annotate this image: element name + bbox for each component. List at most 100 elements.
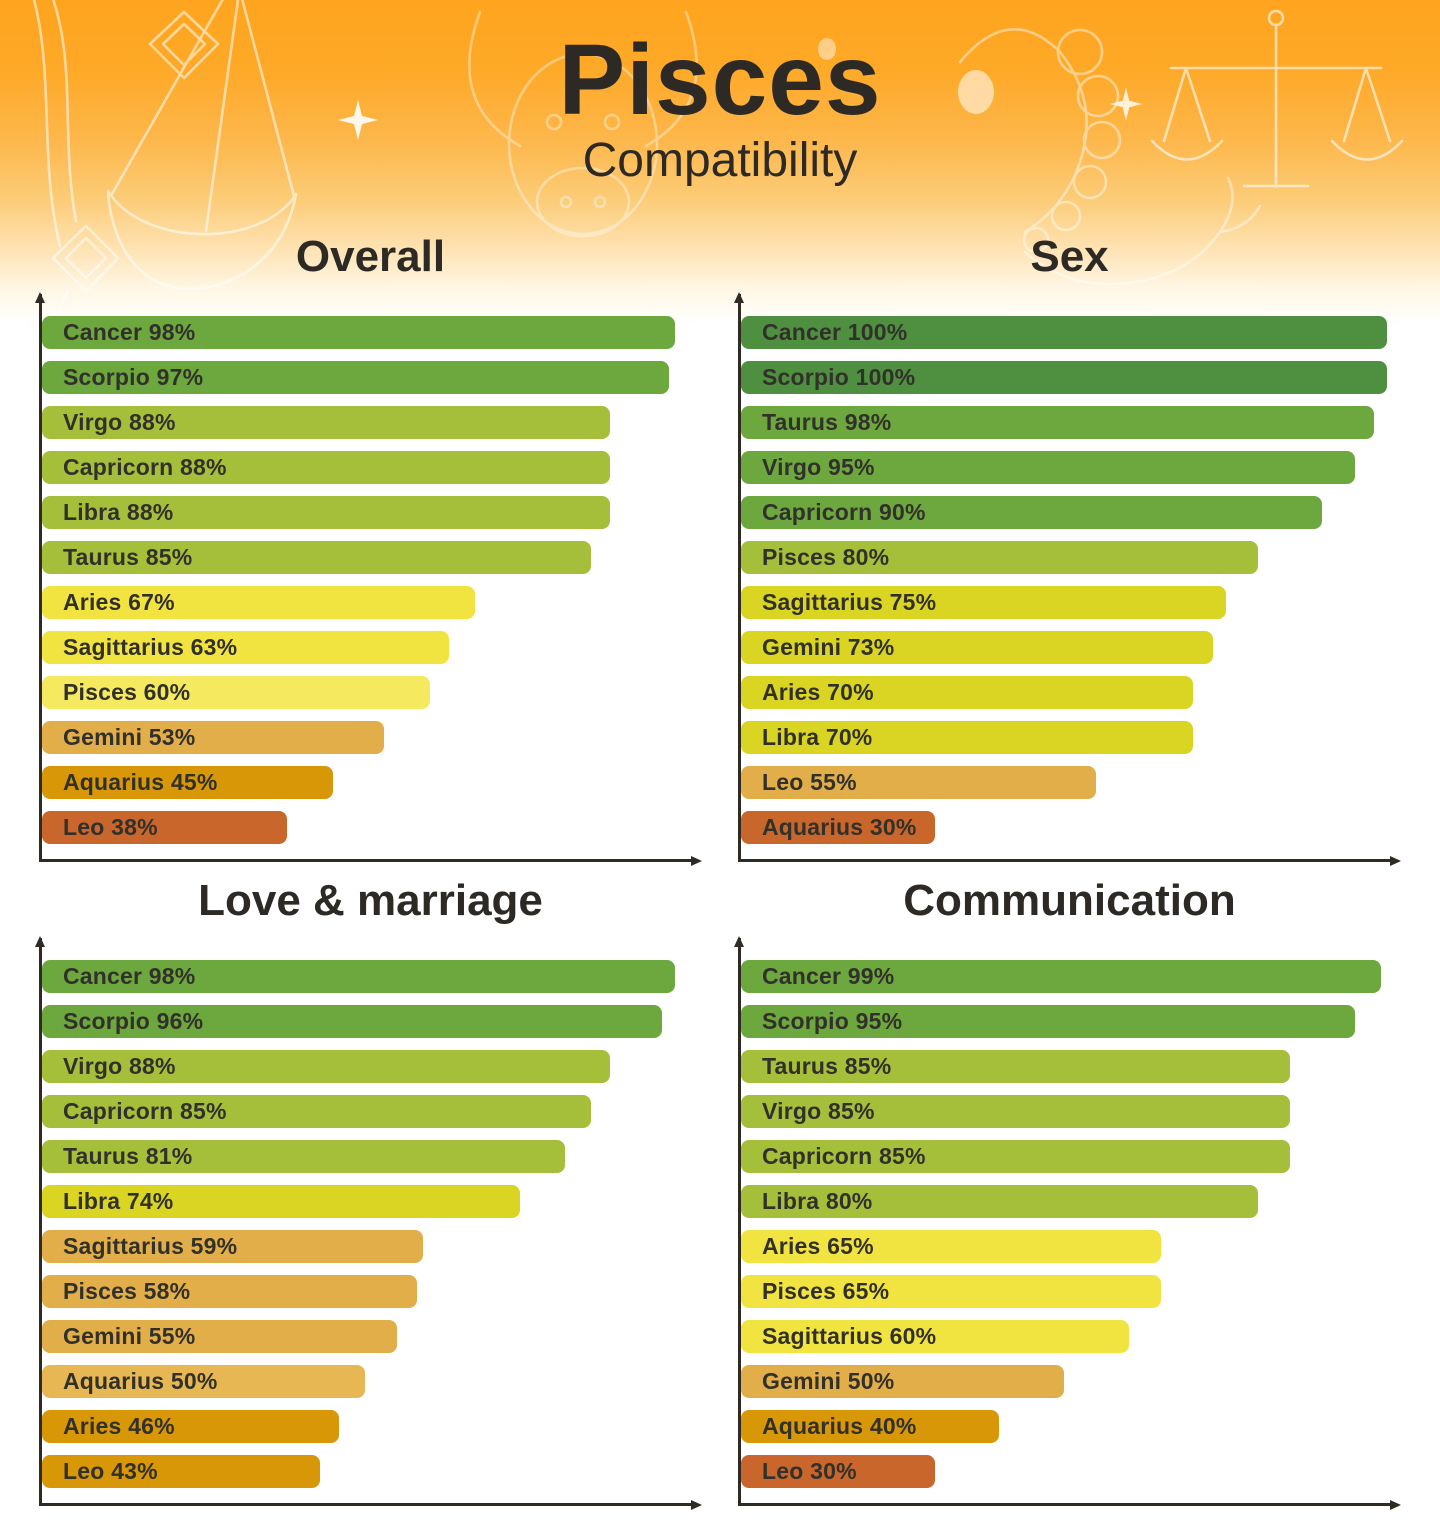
page-title: Pisces: [558, 24, 882, 136]
bar-label: Scorpio 96%: [63, 1008, 204, 1034]
bar-label: Aquarius 30%: [762, 814, 917, 840]
bar-scorpio: Scorpio 96%: [42, 1005, 663, 1038]
chart-love-marriage: Love & marriage Cancer 98% Scorpio 96% Vir…: [35, 862, 702, 1510]
bars-container: Cancer 98% Scorpio 97% Virgo 88% Capricorn …: [42, 316, 688, 856]
bar-label: Sagittarius 63%: [63, 634, 238, 660]
bars-container: Cancer 99% Scorpio 95% Taurus 85% Virgo 85%…: [741, 960, 1387, 1500]
bar-leo: Leo 55%: [741, 766, 1097, 799]
bar-label: Scorpio 100%: [762, 364, 916, 390]
bar-taurus: Taurus 85%: [741, 1050, 1291, 1083]
bar-aries: Aries 46%: [42, 1410, 340, 1443]
bar-label: Cancer 99%: [762, 963, 895, 989]
chart-title-overall: Overall: [295, 232, 446, 281]
bar-label: Virgo 88%: [63, 1053, 176, 1079]
y-axis: [734, 292, 744, 862]
chart-overall: Overall Cancer 98% Scorpio 97% Virgo 88% Ca…: [35, 232, 702, 866]
bar-label: Cancer 98%: [63, 963, 196, 989]
bar-label: Taurus 98%: [762, 409, 892, 435]
bar-label: Gemini 55%: [63, 1323, 196, 1349]
bar-label: Aries 67%: [63, 589, 175, 615]
bar-label: Sagittarius 59%: [63, 1233, 238, 1259]
bar-libra: Libra 74%: [42, 1185, 521, 1218]
bar-pisces: Pisces 80%: [741, 541, 1258, 574]
bar-aquarius: Aquarius 30%: [741, 811, 935, 844]
axis-arrow-right-icon: [691, 1500, 702, 1510]
chart-sex: Sex Cancer 100% Scorpio 100% Taurus 98% Vir…: [734, 232, 1401, 866]
bar-label: Libra 80%: [762, 1188, 873, 1214]
bar-leo: Leo 38%: [42, 811, 288, 844]
bar-taurus: Taurus 81%: [42, 1140, 566, 1173]
bar-label: Gemini 73%: [762, 634, 895, 660]
bar-sagittarius: Sagittarius 60%: [741, 1320, 1129, 1353]
bar-libra: Libra 70%: [741, 721, 1194, 754]
bar-label: Leo 55%: [762, 769, 857, 795]
bar-aquarius: Aquarius 50%: [42, 1365, 365, 1398]
bar-cancer: Cancer 98%: [42, 960, 676, 993]
bar-sagittarius: Sagittarius 75%: [741, 586, 1226, 619]
bar-aries: Aries 65%: [741, 1230, 1161, 1263]
bar-label: Libra 74%: [63, 1188, 174, 1214]
x-axis: [39, 1500, 702, 1510]
bar-virgo: Virgo 95%: [741, 451, 1355, 484]
axis-arrow-right-icon: [1390, 1500, 1401, 1510]
y-axis: [734, 936, 744, 1506]
bar-gemini: Gemini 50%: [741, 1365, 1064, 1398]
bar-label: Scorpio 97%: [63, 364, 204, 390]
bar-label: Pisces 58%: [63, 1278, 191, 1304]
bar-cancer: Cancer 100%: [741, 316, 1387, 349]
bar-aquarius: Aquarius 40%: [741, 1410, 1000, 1443]
axis-arrow-right-icon: [691, 856, 702, 866]
bar-sagittarius: Sagittarius 63%: [42, 631, 449, 664]
bar-label: Libra 88%: [63, 499, 174, 525]
chart-title-communication: Communication: [903, 876, 1236, 925]
bar-virgo: Virgo 88%: [42, 406, 611, 439]
bar-virgo: Virgo 88%: [42, 1050, 611, 1083]
x-axis: [738, 1500, 1401, 1510]
bar-taurus: Taurus 98%: [741, 406, 1375, 439]
bar-libra: Libra 88%: [42, 496, 611, 529]
bar-capricorn: Capricorn 85%: [741, 1140, 1291, 1173]
bar-aries: Aries 70%: [741, 676, 1194, 709]
bar-label: Aries 65%: [762, 1233, 874, 1259]
axis-arrow-right-icon: [1390, 856, 1401, 866]
bar-label: Taurus 81%: [63, 1143, 193, 1169]
bar-pisces: Pisces 60%: [42, 676, 430, 709]
bar-label: Aries 46%: [63, 1413, 175, 1439]
bar-label: Aries 70%: [762, 679, 874, 705]
bar-pisces: Pisces 65%: [741, 1275, 1161, 1308]
bar-label: Sagittarius 75%: [762, 589, 937, 615]
bar-chart-love-marriage: Cancer 98% Scorpio 96% Virgo 88% Capricorn …: [35, 930, 702, 1510]
bar-scorpio: Scorpio 97%: [42, 361, 669, 394]
bar-aquarius: Aquarius 45%: [42, 766, 333, 799]
bar-label: Capricorn 85%: [63, 1098, 227, 1124]
bar-label: Virgo 95%: [762, 454, 875, 480]
bar-label: Scorpio 95%: [762, 1008, 903, 1034]
bar-label: Pisces 60%: [63, 679, 191, 705]
bars-container: Cancer 98% Scorpio 96% Virgo 88% Capricorn …: [42, 960, 688, 1500]
bar-gemini: Gemini 73%: [741, 631, 1213, 664]
bar-label: Gemini 50%: [762, 1368, 895, 1394]
bar-scorpio: Scorpio 95%: [741, 1005, 1355, 1038]
bar-label: Virgo 88%: [63, 409, 176, 435]
bar-chart-sex: Cancer 100% Scorpio 100% Taurus 98% Virgo 9…: [734, 286, 1401, 866]
y-axis: [35, 936, 45, 1506]
axis-arrow-up-icon: [35, 936, 45, 947]
bar-leo: Leo 30%: [741, 1455, 935, 1488]
header: Pisces Compatibility: [0, 0, 1440, 232]
bar-capricorn: Capricorn 85%: [42, 1095, 592, 1128]
bar-chart-communication: Cancer 99% Scorpio 95% Taurus 85% Virgo 85%…: [734, 930, 1401, 1510]
bar-aries: Aries 67%: [42, 586, 475, 619]
bar-sagittarius: Sagittarius 59%: [42, 1230, 424, 1263]
bar-label: Leo 38%: [63, 814, 158, 840]
bar-libra: Libra 80%: [741, 1185, 1258, 1218]
bar-label: Leo 43%: [63, 1458, 158, 1484]
bar-label: Virgo 85%: [762, 1098, 875, 1124]
bar-label: Capricorn 88%: [63, 454, 227, 480]
bar-label: Capricorn 85%: [762, 1143, 926, 1169]
bar-scorpio: Scorpio 100%: [741, 361, 1387, 394]
bar-gemini: Gemini 55%: [42, 1320, 398, 1353]
bar-capricorn: Capricorn 88%: [42, 451, 611, 484]
bars-container: Cancer 100% Scorpio 100% Taurus 98% Virgo 9…: [741, 316, 1387, 856]
bar-label: Pisces 65%: [762, 1278, 890, 1304]
bar-gemini: Gemini 53%: [42, 721, 385, 754]
